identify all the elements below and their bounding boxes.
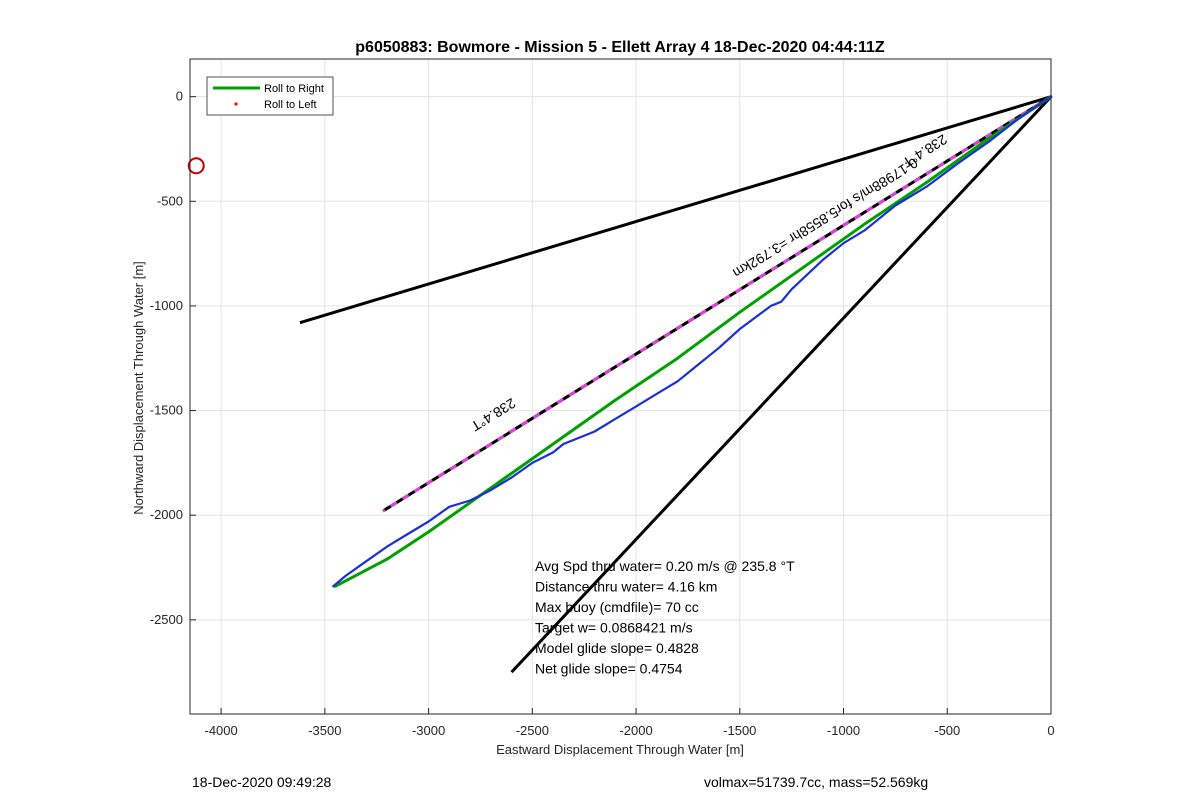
x-tick-label: -1500 bbox=[723, 723, 756, 738]
series-layer bbox=[332, 95, 1053, 588]
y-axis: 0 -500 -1000 -1500 -2000 -2500 bbox=[150, 89, 196, 627]
y-tick-label: -2000 bbox=[150, 507, 183, 522]
x-tick-label: -1000 bbox=[827, 723, 860, 738]
y-tick-label: -1500 bbox=[150, 403, 183, 418]
y-axis-label: Northward Displacement Through Water [m] bbox=[131, 261, 146, 515]
y-tick-label: 0 bbox=[176, 89, 183, 104]
stat-line: Avg Spd thru water= 0.20 m/s @ 235.8 °T bbox=[535, 558, 795, 574]
x-tick-label: -2000 bbox=[619, 723, 652, 738]
stat-line: Target w= 0.0868421 m/s bbox=[535, 620, 693, 636]
x-tick-label: -500 bbox=[934, 723, 960, 738]
reference-lines bbox=[299, 95, 1053, 674]
bearing-line-dash bbox=[382, 95, 1052, 513]
chart-title: p6050883: Bowmore - Mission 5 - Ellett A… bbox=[355, 39, 885, 56]
stat-line: Net glide slope= 0.4754 bbox=[535, 661, 683, 677]
x-axis-label: Eastward Displacement Through Water [m] bbox=[496, 742, 744, 757]
stat-line: Distance thru water= 4.16 km bbox=[535, 579, 717, 595]
legend: Roll to Right Roll to Left bbox=[206, 76, 334, 116]
y-tick-label: -1000 bbox=[150, 298, 183, 313]
legend-swatch-roll-left bbox=[234, 102, 238, 106]
x-tick-label: 0 bbox=[1047, 723, 1054, 738]
x-tick-label: -2500 bbox=[516, 723, 549, 738]
reference-line-2 bbox=[510, 95, 1053, 674]
legend-label-roll-right: Roll to Right bbox=[264, 83, 324, 95]
legend-label-roll-left: Roll to Left bbox=[264, 99, 317, 111]
markers bbox=[187, 157, 205, 175]
x-tick-label: -4000 bbox=[204, 723, 237, 738]
x-axis: -4000 -3500 -3000 -2500 -2000 -1500 -1000 -500 0 bbox=[204, 708, 1055, 738]
series-track bbox=[332, 95, 1053, 588]
start-marker bbox=[187, 157, 205, 175]
y-tick-label: -500 bbox=[157, 193, 183, 208]
x-tick-label: -3000 bbox=[412, 723, 445, 738]
plot-background bbox=[190, 59, 1051, 714]
footer-timestamp: 18-Dec-2020 09:49:28 bbox=[192, 774, 332, 790]
stats-annotations: Avg Spd thru water= 0.20 m/s @ 235.8 °T D… bbox=[535, 558, 795, 677]
x-tick-label: -3500 bbox=[308, 723, 341, 738]
reference-line-1 bbox=[299, 95, 1052, 325]
stat-line: Model glide slope= 0.4828 bbox=[535, 640, 699, 656]
legend-box bbox=[206, 76, 334, 116]
footer-volmax-mass: volmax=51739.7cc, mass=52.569kg bbox=[704, 774, 929, 790]
y-tick-label: -2500 bbox=[150, 612, 183, 627]
plot-frame bbox=[189, 58, 1052, 715]
series-roll-to-right bbox=[333, 95, 1053, 588]
stat-line: Max buoy (cmdfile)= 70 cc bbox=[535, 599, 699, 615]
